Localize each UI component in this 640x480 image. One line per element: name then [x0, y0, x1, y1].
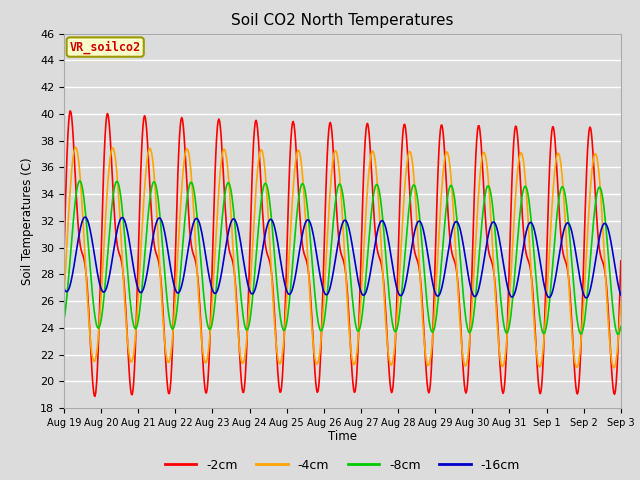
-16cm — [582, 295, 590, 301]
-16cm — [411, 228, 419, 234]
-2cm — [428, 356, 436, 362]
-16cm — [70, 263, 78, 268]
-4cm — [70, 148, 78, 154]
-4cm — [60, 293, 68, 299]
-4cm — [610, 365, 618, 371]
-8cm — [76, 178, 83, 184]
-2cm — [67, 108, 74, 114]
-4cm — [411, 186, 419, 192]
-8cm — [214, 264, 222, 270]
-16cm — [214, 286, 222, 291]
-2cm — [71, 165, 79, 170]
-16cm — [185, 243, 193, 249]
-8cm — [185, 186, 193, 192]
-8cm — [70, 210, 78, 216]
Line: -4cm: -4cm — [64, 147, 621, 368]
-2cm — [412, 252, 419, 258]
-2cm — [215, 116, 223, 122]
-2cm — [60, 252, 68, 257]
-8cm — [614, 331, 621, 337]
-4cm — [185, 150, 193, 156]
Line: -16cm: -16cm — [64, 217, 621, 298]
Line: -8cm: -8cm — [64, 181, 621, 334]
-4cm — [428, 351, 435, 357]
-2cm — [129, 388, 137, 394]
-16cm — [617, 292, 625, 298]
Title: Soil CO2 North Temperatures: Soil CO2 North Temperatures — [231, 13, 454, 28]
-8cm — [411, 183, 419, 189]
-2cm — [91, 394, 99, 399]
-16cm — [60, 286, 68, 291]
-8cm — [128, 314, 136, 320]
-16cm — [428, 272, 435, 277]
-4cm — [214, 197, 222, 203]
Line: -2cm: -2cm — [64, 111, 621, 396]
-16cm — [81, 214, 89, 220]
Y-axis label: Soil Temperatures (C): Soil Temperatures (C) — [22, 157, 35, 285]
-8cm — [617, 324, 625, 329]
-4cm — [128, 358, 136, 364]
-16cm — [128, 256, 136, 262]
Text: VR_soilco2: VR_soilco2 — [70, 40, 141, 54]
-8cm — [428, 327, 435, 333]
-2cm — [186, 224, 193, 230]
-8cm — [60, 317, 68, 323]
-4cm — [72, 144, 79, 150]
X-axis label: Time: Time — [328, 431, 357, 444]
Legend: -2cm, -4cm, -8cm, -16cm: -2cm, -4cm, -8cm, -16cm — [160, 454, 525, 477]
-2cm — [617, 258, 625, 264]
-4cm — [617, 300, 625, 305]
